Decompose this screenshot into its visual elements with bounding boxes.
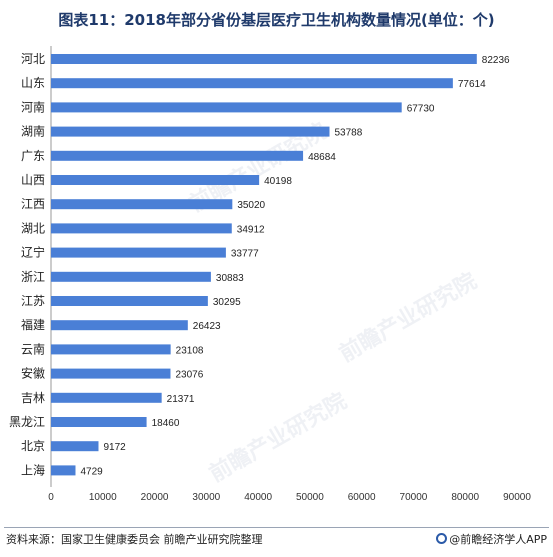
category-label: 福建 bbox=[21, 317, 45, 332]
data-label: 34912 bbox=[237, 224, 265, 235]
data-label: 82236 bbox=[482, 55, 510, 66]
x-tick-label: 90000 bbox=[503, 492, 531, 503]
data-label: 18460 bbox=[152, 418, 180, 429]
bar bbox=[51, 150, 304, 161]
category-label: 河北 bbox=[21, 52, 45, 66]
category-label: 吉林 bbox=[21, 391, 45, 405]
x-tick-label: 30000 bbox=[192, 492, 220, 503]
data-label: 40198 bbox=[264, 176, 292, 187]
source-text: 资料来源：国家卫生健康委员会 前瞻产业研究院整理 bbox=[6, 533, 263, 546]
category-label: 黑龙江 bbox=[9, 415, 45, 429]
data-label: 23108 bbox=[176, 345, 204, 356]
category-label: 广东 bbox=[21, 149, 45, 163]
bar bbox=[51, 392, 162, 403]
category-label: 北京 bbox=[21, 439, 45, 453]
x-tick-label: 0 bbox=[48, 492, 54, 503]
bar bbox=[51, 441, 99, 452]
bar bbox=[51, 126, 330, 137]
bar bbox=[51, 54, 477, 64]
source-footer: 资料来源：国家卫生健康委员会 前瞻产业研究院整理 @前瞻经济学人APP bbox=[4, 527, 549, 552]
bar bbox=[51, 102, 402, 113]
x-tick-label: 20000 bbox=[141, 492, 169, 503]
data-label: 48684 bbox=[308, 152, 336, 163]
x-tick-label: 50000 bbox=[296, 492, 324, 503]
brand-logo-icon bbox=[436, 533, 448, 544]
data-label: 35020 bbox=[237, 200, 265, 211]
category-label: 浙江 bbox=[21, 270, 45, 284]
data-label: 30883 bbox=[216, 273, 244, 284]
data-label: 9172 bbox=[103, 442, 126, 453]
bar bbox=[51, 223, 232, 234]
x-tick-label: 40000 bbox=[244, 492, 272, 503]
category-label: 辽宁 bbox=[21, 245, 45, 260]
bar bbox=[51, 417, 147, 427]
bar bbox=[51, 465, 76, 476]
bar bbox=[51, 271, 211, 282]
x-tick-label: 70000 bbox=[400, 492, 428, 503]
bar bbox=[51, 78, 453, 89]
bar bbox=[51, 344, 171, 355]
bar bbox=[51, 296, 208, 306]
x-tick-label: 80000 bbox=[451, 492, 479, 503]
brand-label: @前瞻经济学人APP bbox=[436, 528, 547, 552]
data-label: 4729 bbox=[80, 466, 103, 477]
category-label: 江西 bbox=[21, 197, 45, 211]
data-label: 67730 bbox=[407, 103, 435, 114]
bar-chart: 河北 82236 山东 77614 河南 67730 湖南 53788 广东 48684 山西 401… bbox=[9, 46, 531, 503]
bar bbox=[51, 199, 233, 210]
category-label: 湖南 bbox=[21, 124, 45, 139]
data-label: 30295 bbox=[213, 297, 241, 308]
category-label: 安徽 bbox=[21, 366, 45, 381]
category-label: 云南 bbox=[21, 341, 45, 356]
data-label: 26423 bbox=[193, 321, 221, 332]
bar bbox=[51, 247, 226, 258]
category-label: 江苏 bbox=[21, 294, 45, 308]
data-label: 33777 bbox=[231, 249, 259, 260]
data-label: 77614 bbox=[458, 79, 486, 90]
category-label: 湖北 bbox=[21, 220, 45, 235]
data-label: 53788 bbox=[335, 128, 363, 139]
category-label: 山东 bbox=[21, 76, 45, 90]
bar bbox=[51, 175, 260, 185]
brand-text: @前瞻经济学人APP bbox=[449, 533, 547, 546]
category-label: 上海 bbox=[21, 462, 45, 477]
x-tick-label: 60000 bbox=[348, 492, 376, 503]
chart-title: 图表11：2018年部分省份基层医疗卫生机构数量情况(单位：个) bbox=[58, 11, 495, 29]
x-tick-label: 10000 bbox=[89, 492, 117, 503]
category-label: 河南 bbox=[21, 99, 45, 114]
bar bbox=[51, 320, 188, 331]
category-label: 山西 bbox=[21, 173, 45, 187]
data-label: 23076 bbox=[175, 370, 203, 381]
bar bbox=[51, 368, 171, 379]
data-label: 21371 bbox=[167, 394, 195, 405]
